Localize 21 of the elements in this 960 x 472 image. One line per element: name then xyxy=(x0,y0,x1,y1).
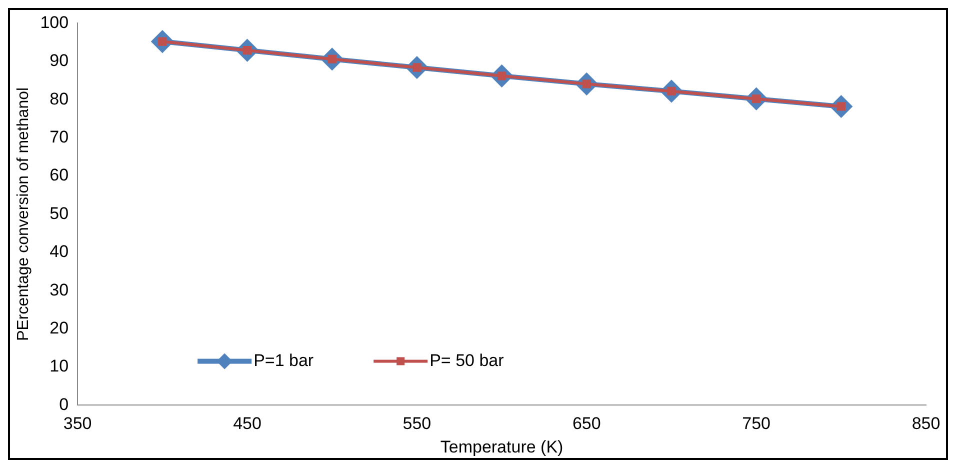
y-tick-label: 50 xyxy=(50,204,69,223)
x-tick-label: 650 xyxy=(572,414,601,434)
y-tick-label: 80 xyxy=(50,89,69,108)
y-tick-label: 20 xyxy=(50,318,69,338)
legend-label: P= 50 bar xyxy=(430,350,504,370)
y-tick-label: 60 xyxy=(50,166,69,185)
y-tick-label: 10 xyxy=(50,356,69,376)
y-tick-label: 0 xyxy=(59,394,69,414)
x-tick-label: 550 xyxy=(402,414,432,434)
y-tick-label: 30 xyxy=(50,280,69,300)
x-tick-label: 750 xyxy=(742,414,770,434)
y-tick-label: 100 xyxy=(40,12,69,32)
x-axis-title: Temperature (K) xyxy=(440,437,564,456)
y-axis-title: PErcentage conversion of methanol xyxy=(15,87,32,341)
legend-label: P=1 bar xyxy=(254,350,314,370)
y-tick-label: 40 xyxy=(50,242,69,262)
y-tick-label: 70 xyxy=(50,127,69,146)
x-tick-label: 350 xyxy=(63,414,92,434)
x-tick-label: 450 xyxy=(233,414,262,434)
x-tick-label: 850 xyxy=(912,414,940,434)
y-tick-label: 90 xyxy=(50,51,69,70)
